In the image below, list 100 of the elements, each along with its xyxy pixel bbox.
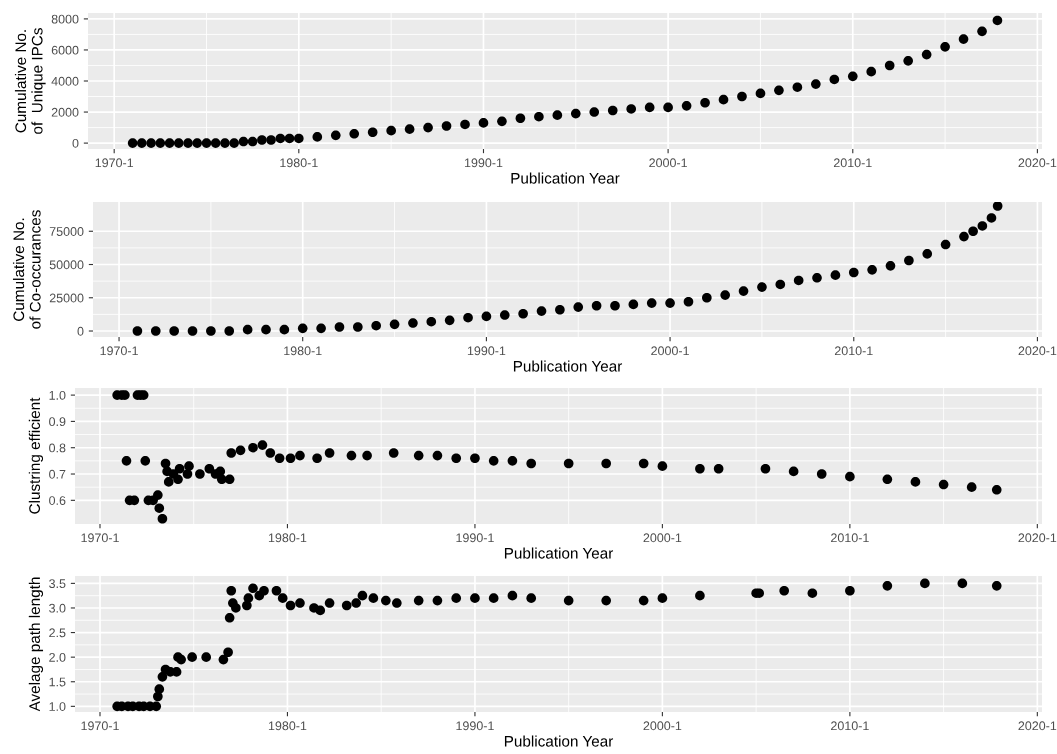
point (646, 298, 657, 308)
y-tick-label: 75000 (49, 227, 84, 236)
point (552, 110, 563, 120)
x-tick-label: 1970-1 (95, 158, 134, 168)
x-tick-label: 1990-1 (456, 533, 494, 543)
y-tick-label: 1.0 (49, 702, 66, 711)
point (183, 138, 193, 148)
x-tick-label: 2000-1 (643, 533, 682, 543)
point (518, 308, 528, 319)
x-axis-title: Publication Year (511, 172, 620, 184)
point (977, 221, 988, 231)
point (681, 101, 692, 111)
point (665, 298, 675, 308)
point (444, 315, 455, 326)
point (247, 136, 258, 147)
point (663, 102, 673, 113)
x-axis-title: Publication Year (504, 547, 614, 559)
point (737, 91, 747, 102)
point (866, 66, 877, 77)
point (266, 135, 276, 145)
x-tick-label: 2020-1 (1018, 346, 1057, 356)
y-tick-label: 1.0 (49, 390, 66, 400)
y-tick-label: 8000 (51, 14, 79, 24)
point (386, 125, 396, 136)
y-axis-title: Avelage path length (28, 577, 44, 712)
y-tick-label: 0 (77, 326, 84, 336)
x-tick-label: 2010-1 (834, 346, 873, 356)
point (499, 310, 510, 320)
x-tick-label: 1990-1 (464, 158, 503, 168)
y-tick-label: 0.7 (49, 469, 66, 479)
y-tick-label: 0 (72, 138, 79, 148)
x-tick-label: 2010-1 (833, 158, 872, 168)
point (169, 326, 179, 336)
point (885, 261, 896, 271)
point (334, 322, 345, 332)
point (536, 306, 547, 316)
point (570, 108, 581, 119)
point (127, 138, 138, 148)
point (367, 127, 378, 138)
point (423, 122, 433, 133)
point (136, 138, 147, 148)
y-tick-label: 0.9 (49, 417, 66, 427)
y-axis-title: Cumulative No. of Co-occurances (12, 210, 41, 329)
point (847, 71, 858, 82)
point (460, 119, 470, 130)
y-tick-label: 25000 (49, 293, 84, 303)
point (463, 312, 473, 323)
point (644, 102, 655, 113)
y-tick-label: 0.6 (49, 496, 66, 505)
x-tick-label: 1970-1 (100, 346, 138, 356)
x-tick-label: 2000-1 (651, 346, 689, 356)
point (187, 326, 198, 336)
point (478, 118, 489, 128)
y-axis-title: Clustring efficient (28, 397, 44, 514)
point (297, 323, 308, 334)
point (992, 15, 1003, 26)
point (992, 202, 1003, 211)
point (702, 292, 712, 303)
x-axis-title: Publication Year (504, 735, 614, 747)
point (146, 138, 156, 148)
point (353, 322, 363, 332)
point (607, 105, 618, 116)
x-tick-label: 2000-1 (649, 158, 687, 168)
y-tick-label: 50000 (49, 260, 84, 270)
x-tick-label: 1980-1 (284, 346, 322, 356)
point (389, 319, 400, 330)
point (700, 97, 710, 108)
x-tick-label: 1980-1 (280, 158, 318, 168)
point (404, 124, 415, 134)
point (775, 279, 786, 290)
point (884, 60, 895, 71)
point (555, 304, 565, 315)
point (792, 82, 803, 93)
point (573, 302, 584, 312)
point (132, 326, 143, 336)
point (903, 56, 913, 66)
x-tick-label: 2020-1 (1018, 721, 1057, 731)
x-tick-label: 2020-1 (1018, 158, 1057, 168)
point (349, 128, 360, 139)
x-tick-label: 1980-1 (268, 721, 307, 731)
x-tick-label: 1970-1 (81, 533, 119, 543)
point (940, 42, 950, 52)
point (312, 132, 323, 142)
x-tick-label: 2010-1 (831, 533, 869, 543)
point (626, 104, 637, 114)
point (811, 79, 821, 89)
point (330, 130, 341, 141)
y-tick-label: 0.8 (49, 443, 66, 453)
point (959, 231, 969, 242)
point (220, 138, 230, 148)
x-tick-label: 1990-1 (456, 721, 494, 731)
point (940, 239, 951, 250)
point (968, 226, 978, 237)
x-tick-label: 1980-1 (268, 533, 307, 543)
point (720, 290, 730, 300)
y-tick-label: 2.5 (49, 628, 66, 638)
point (774, 85, 784, 96)
point (986, 213, 997, 223)
point (718, 94, 729, 105)
y-tick-label: 3.5 (49, 579, 66, 589)
